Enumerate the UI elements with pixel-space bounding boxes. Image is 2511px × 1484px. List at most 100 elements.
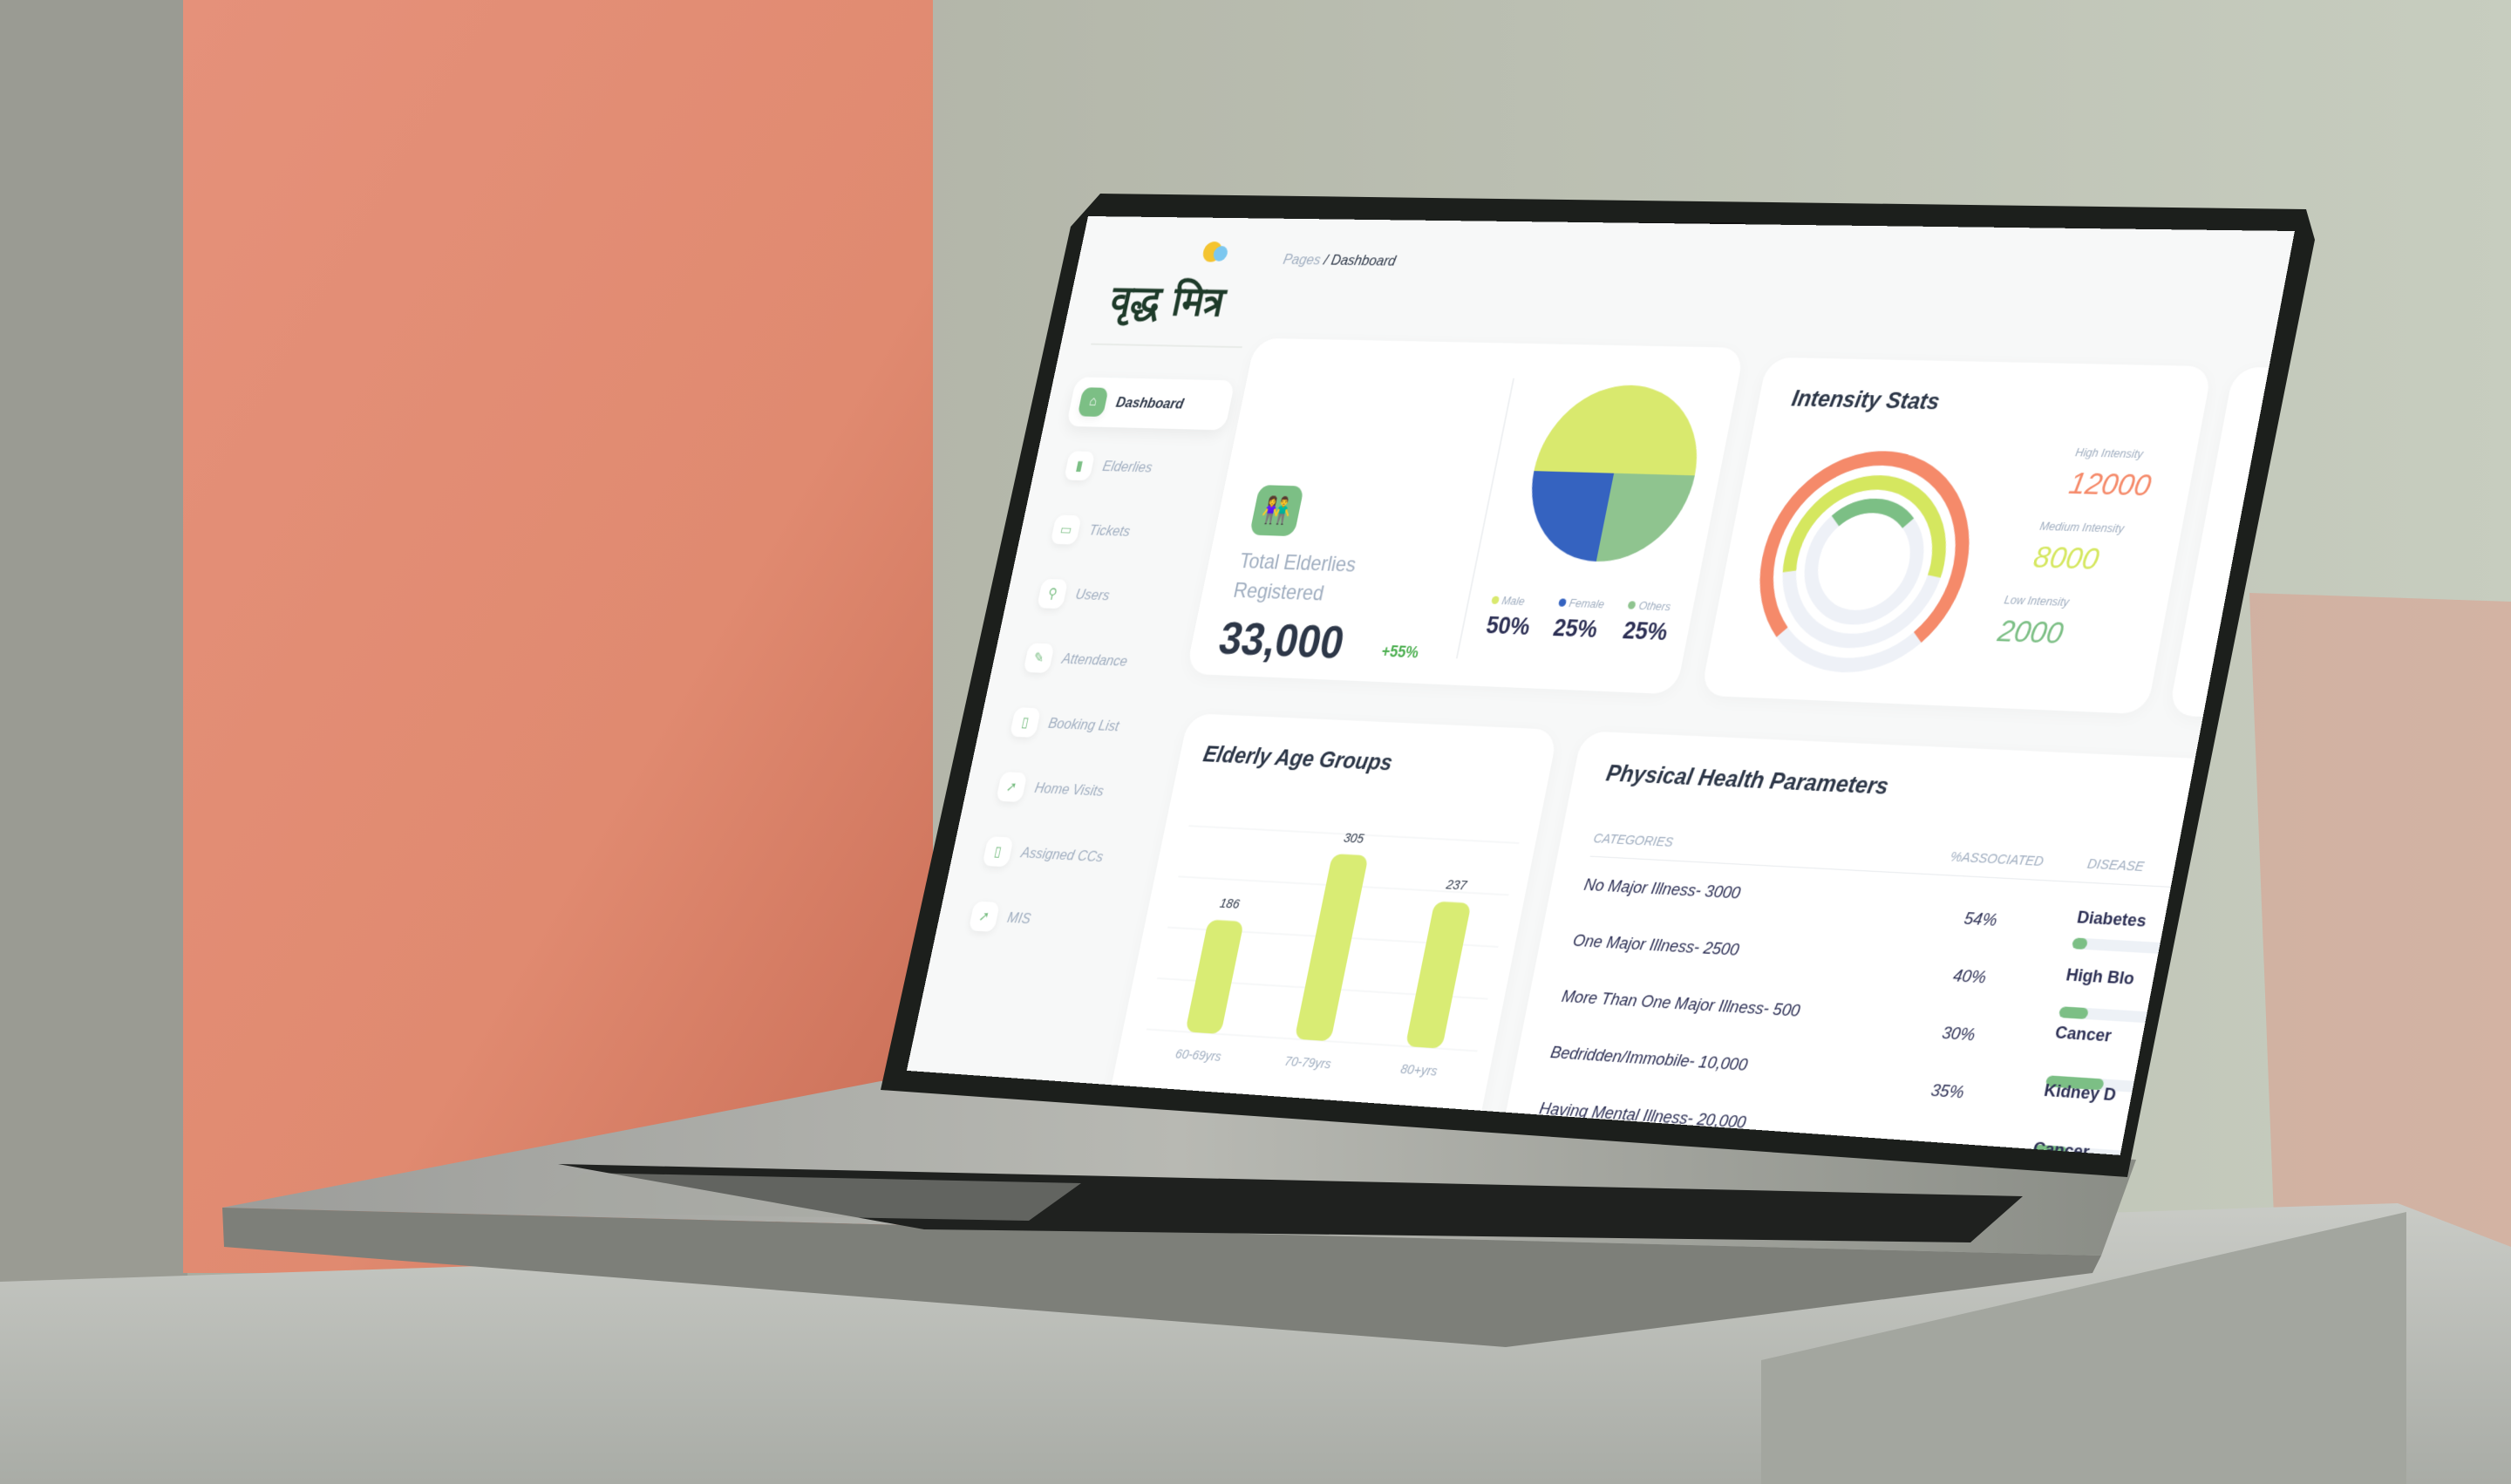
sidebar-item-elderlies[interactable]: ▮ Elderlies [1052,440,1221,494]
row-category: Bedridden/Immobile- 10,000 [1548,1043,1750,1076]
breadcrumb-current: Dashboard [1330,251,1398,269]
row-disease: High Blo [2064,965,2136,990]
row-category: One Major Illness- 2500 [1571,931,1741,961]
document-icon: ▯ [1009,707,1042,738]
sidebar-item-label: Users [1073,586,1112,604]
legend-dot [1558,598,1568,607]
intensity-label: Low Intensity [2003,592,2071,609]
sidebar-item-label: MIS [1005,909,1032,928]
bar-60-69yrs [1185,919,1244,1035]
row-disease: Diabetes [2075,908,2148,932]
breadcrumb: Pages / Dashboard [1282,251,1398,270]
intensity-rings-chart [1733,442,1996,683]
disease-progress-bar [2058,1006,2156,1024]
header-disease: DISEASE [2086,855,2146,875]
sidebar-item-label: Booking List [1046,714,1121,735]
sidebar-item-label: Assigned CCs [1019,844,1106,866]
card-icon: ▭ [1050,514,1082,545]
disease-progress-fill [2058,1006,2089,1020]
sidebar-item-mis[interactable]: ➚ MIS [957,890,1127,950]
label-line-1: Total Elderlies [1237,549,1358,577]
row-associated: 35% [1929,1080,1966,1103]
intensity-value: 8000 [2031,540,2102,577]
gender-pie-chart [1515,383,1713,565]
legend-name: Female [1568,596,1606,611]
sidebar-item-attendance[interactable]: ✎ Attendance [1012,632,1181,689]
row-disease: Cancer [2053,1023,2113,1046]
sidebar-item-booking-list[interactable]: ▯ Booking List [998,697,1167,754]
intensity-legend: High Intensity 12000 Medium Intensity 8000 L… [1983,444,2158,672]
intensity-label: Medium Intensity [2038,519,2126,535]
bar-80+yrs [1405,901,1472,1049]
trackpad [532,1173,1081,1221]
sidebar-item-home-visits[interactable]: ➚ Home Visits [984,761,1154,820]
header-categories: CATEGORIES [1592,830,1675,851]
bar-data-label: 186 [1219,895,1242,911]
disease-progress-bar [2071,937,2169,955]
sidebar-item-label: Tickets [1087,521,1132,540]
wrench-icon: ✎ [1023,643,1055,674]
breadcrumb-parent[interactable]: Pages [1282,251,1323,269]
intensity-item: Medium Intensity 8000 [2001,518,2144,579]
age-groups-bar-chart: 186 60-69yrs 305 70-79yrs 237 80+yrs [1127,793,1534,1079]
legend-label: Others [1627,598,1673,613]
logo-text: वृद्ध मित्र [1106,276,1231,329]
legend-name: Male [1500,593,1527,609]
home-icon: ⌂ [1077,387,1109,418]
sidebar-item-label: Attendance [1060,650,1129,670]
intensity-item: Low Intensity 2000 [1986,592,2129,653]
elderly-people-icon: 👫 [1249,485,1305,537]
legend-item-others: Others 25% [1621,598,1674,646]
bar-70-79yrs [1294,854,1369,1042]
intensity-value: 12000 [2065,466,2154,503]
salmon-wall [183,0,933,1273]
dashboard-screen: वृद्ध मित्र Pages / Dashboard ⌂ Dashboard… [906,216,2295,1155]
row-associated: 54% [1962,909,1999,931]
total-elderlies-label: Total Elderlies Registered [1231,547,1359,609]
pie-legend: Male 50% Female 25% Others 25% [1484,594,1674,647]
intensity-value: 2000 [1995,613,2066,651]
vriddh-mitra-logo: वृद्ध मित्र [1106,241,1231,329]
sidebar-item-label: Elderlies [1101,458,1154,476]
row-category: More Than One Major Illness- 500 [1560,987,1802,1022]
legend-dot [1491,596,1500,604]
total-elderlies-card: 👫 Total Elderlies Registered 33,000 +55%… [1185,337,1745,695]
legend-item-female: Female 25% [1551,596,1605,643]
row-associated: 40% [1951,966,1988,988]
legend-dot [1627,601,1637,609]
legend-value: 50% [1484,611,1533,640]
legend-label: Female [1557,596,1605,610]
sidebar-item-dashboard[interactable]: ⌂ Dashboard [1065,377,1235,431]
pie-slice-male [1534,383,1713,476]
rocket-icon: ➚ [996,772,1028,803]
label-line-2: Registered [1231,578,1326,606]
divider [1091,343,1242,349]
bar-data-label: 237 [1444,877,1468,893]
row-category: No Major Illness- 3000 [1582,875,1742,903]
x-tick-label: 70-79yrs [1283,1053,1333,1072]
disease-progress-fill [2071,937,2088,950]
intensity-stats-card: Intensity Stats High Intensity 12000 Mediu… [1700,357,2213,715]
bar-data-label: 305 [1343,830,1366,846]
bar-chart-icon: ▮ [1064,451,1096,481]
age-groups-title: Elderly Age Groups [1201,740,1395,776]
legend-value: 25% [1551,614,1601,643]
sidebar-item-tickets[interactable]: ▭ Tickets [1039,504,1208,559]
x-tick-label: 80+yrs [1399,1061,1439,1079]
sidebar-item-users[interactable]: ⚲ Users [1025,568,1194,624]
legend-item-male: Male 50% [1484,594,1536,641]
intensity-title: Intensity Stats [1789,384,1943,415]
intensity-label: High Intensity [2074,445,2145,461]
legend-label: Male [1490,594,1535,609]
legend-value: 25% [1620,616,1671,646]
intensity-item: High Intensity 12000 [2015,444,2158,504]
change-badge: +55% [1379,642,1420,662]
sidebar-item-assigned-ccs[interactable]: ▯ Assigned CCs [971,826,1141,885]
header-associated: %ASSOCIATED [1949,848,2045,870]
sidebar-item-label: Dashboard [1114,394,1186,412]
document-icon: ▯ [982,836,1014,868]
sidebar-item-label: Home Visits [1033,779,1106,800]
physical-health-card: Physical Health Parameters CATEGORIES %A… [1499,731,2222,1155]
user-icon: ⚲ [1036,578,1069,609]
row-disease: Kidney D [2042,1080,2118,1106]
